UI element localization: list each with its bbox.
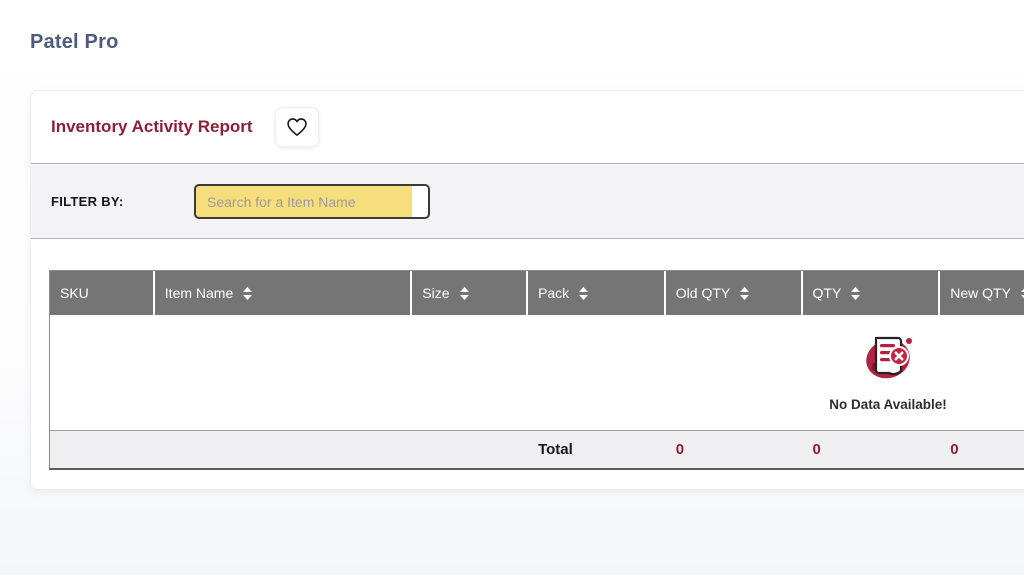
column-label: Item Name	[164, 285, 234, 301]
sort-icon	[850, 286, 861, 300]
filter-bar: FILTER BY:	[31, 163, 1024, 239]
sort-icon	[739, 286, 750, 300]
page-title: Patel Pro	[30, 31, 119, 53]
column-header-item-name[interactable]: Item Name	[155, 271, 413, 315]
table-header-row: SKU Item Name Size Pack	[50, 271, 1024, 315]
column-header-old-qty[interactable]: Old QTY	[666, 271, 803, 315]
column-label: SKU	[60, 285, 89, 301]
column-label: QTY	[812, 285, 842, 301]
empty-state-text: No Data Available!	[829, 397, 947, 412]
no-data-icon	[859, 329, 917, 392]
favorite-button[interactable]	[274, 107, 319, 147]
column-label: New QTY	[950, 285, 1011, 301]
item-name-search-input[interactable]	[194, 184, 430, 219]
filter-by-label: FILTER BY:	[51, 193, 124, 209]
footer-new-qty-total: 0	[950, 441, 959, 458]
table-footer-row: Total 0 0 0	[50, 430, 1024, 468]
sort-icon	[1020, 287, 1024, 300]
heart-icon	[286, 117, 308, 137]
sort-icon	[459, 286, 470, 300]
column-header-new-qty[interactable]: New QTY	[940, 271, 1024, 315]
panel-header: Inventory Activity Report	[31, 91, 1024, 163]
table-empty-body: No Data Available!	[50, 315, 1024, 430]
footer-total-label: Total	[538, 441, 573, 458]
report-panel: Inventory Activity Report FILTER BY: SKU…	[30, 90, 1024, 490]
table-wrap: SKU Item Name Size Pack	[49, 270, 1024, 470]
sort-icon	[242, 286, 253, 300]
report-title: Inventory Activity Report	[51, 117, 253, 136]
footer-old-qty-total: 0	[675, 441, 685, 458]
column-label: Old QTY	[675, 285, 731, 301]
inventory-table: SKU Item Name Size Pack	[49, 270, 1024, 470]
sort-icon	[578, 286, 589, 300]
column-label: Size	[422, 285, 450, 301]
column-header-pack[interactable]: Pack	[528, 271, 666, 315]
footer-qty-total: 0	[812, 441, 821, 458]
column-label: Pack	[538, 285, 570, 301]
column-header-sku: SKU	[50, 271, 155, 315]
empty-state: No Data Available!	[793, 329, 983, 412]
column-header-size[interactable]: Size	[412, 271, 529, 315]
column-header-qty[interactable]: QTY	[803, 271, 941, 315]
